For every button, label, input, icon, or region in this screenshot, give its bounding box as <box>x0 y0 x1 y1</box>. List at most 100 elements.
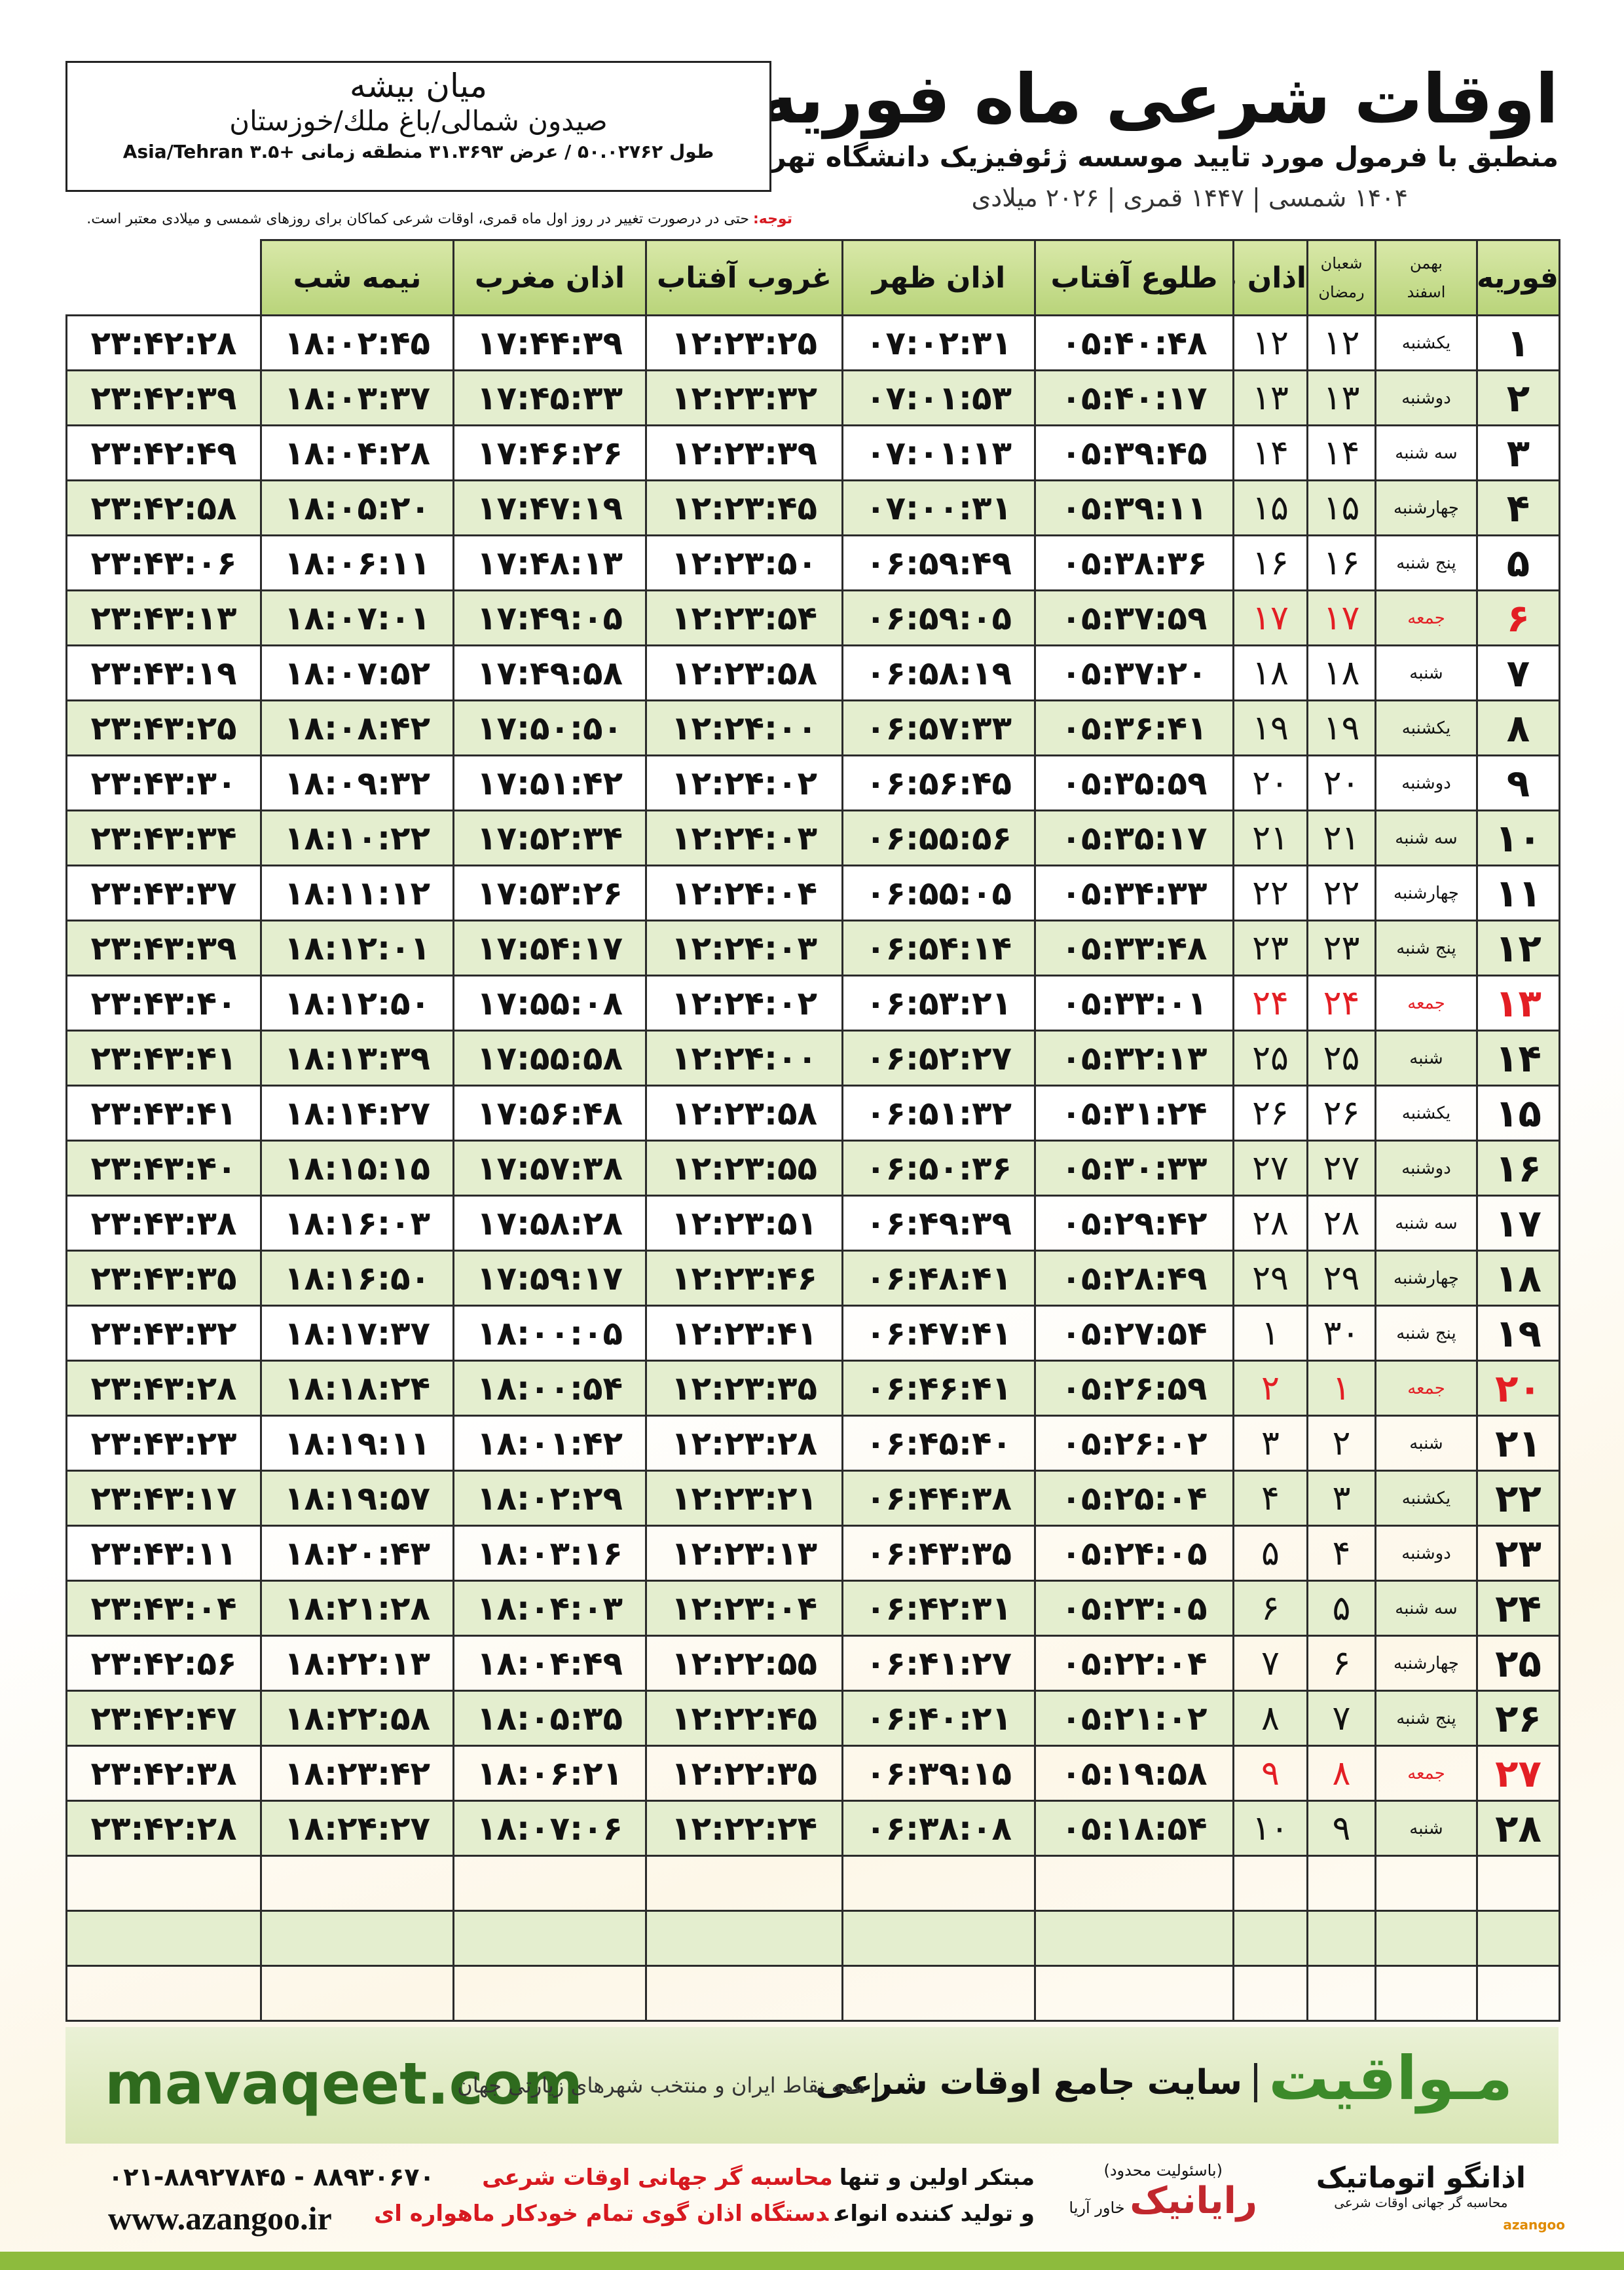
site-url: mavaqeet.com <box>105 2050 583 2117</box>
time-cell: ۰۶:۴۴:۳۸ <box>841 1470 1036 1527</box>
empty-cell <box>1306 1965 1376 2022</box>
time-cell: ۱۲:۲۴:۰۳ <box>645 809 843 866</box>
time-cell: ۰۶:۵۱:۳۲ <box>841 1085 1036 1142</box>
time-cell: ۰۶:۵۹:۰۵ <box>841 589 1036 646</box>
empty-cell <box>1306 1910 1376 1967</box>
qamari-cell: ۱۶ <box>1232 534 1308 591</box>
qamari-cell: ۲۲ <box>1232 865 1308 921</box>
time-cell: ۲۳:۴۲:۴۹ <box>65 424 262 481</box>
time-cell: ۰۶:۴۲:۳۱ <box>841 1580 1036 1637</box>
weekday-cell: جمعه <box>1375 1360 1478 1417</box>
shamsi-cell: ۲۱ <box>1306 809 1376 866</box>
table-row: ۱۶ دوشنبه ۲۷ ۲۷ ۰۵:۳۰:۳۳ ۰۶:۵۰:۳۶ ۱۲:۲۳:۵۵ ۱۷:۵… <box>65 1140 1560 1197</box>
time-cell: ۱۸:۰۷:۵۲ <box>260 644 454 701</box>
time-cell: ۱۷:۴۶:۲۶ <box>452 424 647 481</box>
weekday-cell: شنبه <box>1375 1800 1478 1857</box>
time-cell: ۰۶:۵۴:۱۴ <box>841 920 1036 977</box>
day-cell: ۸ <box>1476 699 1560 756</box>
qamari-cell: ۱۵ <box>1232 479 1308 536</box>
table-row: ۴ چهارشنبه ۱۵ ۱۵ ۰۵:۳۹:۱۱ ۰۷:۰۰:۳۱ ۱۲:۲۳:۴۵ ۱۷:… <box>65 479 1560 536</box>
time-cell: ۰۶:۳۹:۱۵ <box>841 1745 1036 1802</box>
time-cell: ۱۸:۰۵:۳۵ <box>452 1690 647 1747</box>
weekday-cell: دوشنبه <box>1375 1140 1478 1197</box>
time-cell: ۱۲:۲۴:۰۲ <box>645 754 843 811</box>
time-cell: ۰۶:۴۷:۴۱ <box>841 1305 1036 1362</box>
shamsi-cell: ۶ <box>1306 1635 1376 1692</box>
time-cell: ۰۶:۵۷:۳۳ <box>841 699 1036 756</box>
time-cell: ۲۳:۴۳:۲۳ <box>65 1415 262 1472</box>
time-cell: ۰۵:۲۱:۰۲ <box>1034 1690 1234 1747</box>
time-cell: ۱۲:۲۳:۵۸ <box>645 644 843 701</box>
time-cell: ۱۲:۲۳:۵۸ <box>645 1085 843 1142</box>
table-row: ۱۰ سه شنبه ۲۱ ۲۱ ۰۵:۳۵:۱۷ ۰۶:۵۵:۵۶ ۱۲:۲۴:۰۳ ۱۷:… <box>65 809 1560 866</box>
day-cell: ۲۵ <box>1476 1635 1560 1692</box>
time-cell: ۱۲:۲۴:۰۰ <box>645 699 843 756</box>
qamari-cell: ۱۴ <box>1232 424 1308 481</box>
time-cell: ۱۲:۲۲:۵۵ <box>645 1635 843 1692</box>
empty-cell <box>1034 1910 1234 1967</box>
time-cell: ۰۶:۵۹:۴۹ <box>841 534 1036 591</box>
shamsi-cell: ۲۳ <box>1306 920 1376 977</box>
header-cell: شعبان رمضان <box>1306 239 1376 316</box>
empty-cell <box>1375 1965 1478 2022</box>
time-cell: ۰۷:۰۰:۳۱ <box>841 479 1036 536</box>
promo-line: مبتکر اولین و تنهامحاسبه گر جهانی اوقات … <box>482 2165 1035 2191</box>
time-cell: ۱۷:۵۱:۴۲ <box>452 754 647 811</box>
time-cell: ۰۵:۲۴:۰۵ <box>1034 1525 1234 1582</box>
empty-cell <box>1375 1910 1478 1967</box>
weekday-cell: یکشنبه <box>1375 1470 1478 1527</box>
day-cell: ۱۹ <box>1476 1305 1560 1362</box>
time-cell: ۱۸:۰۱:۴۲ <box>452 1415 647 1472</box>
table-row: ۱۷ سه شنبه ۲۸ ۲۸ ۰۵:۲۹:۴۲ ۰۶:۴۹:۳۹ ۱۲:۲۳:۵۱ ۱۷:… <box>65 1195 1560 1252</box>
shamsi-cell: ۳۰ <box>1306 1305 1376 1362</box>
time-cell: ۲۳:۴۳:۳۵ <box>65 1250 262 1307</box>
time-cell: ۱۸:۲۱:۲۸ <box>260 1580 454 1637</box>
time-cell: ۰۵:۱۸:۵۴ <box>1034 1800 1234 1857</box>
time-cell: ۱۸:۰۰:۵۴ <box>452 1360 647 1417</box>
time-cell: ۱۸:۰۷:۰۶ <box>452 1800 647 1857</box>
dates: ۱۴۰۴ شمسی | ۱۴۴۷ قمری | ۲۰۲۶ میلادی <box>971 183 1408 212</box>
qamari-cell: ۲۵ <box>1232 1030 1308 1087</box>
time-cell: ۱۲:۲۳:۵۵ <box>645 1140 843 1197</box>
weekday-cell: جمعه <box>1375 589 1478 646</box>
time-cell: ۰۵:۲۲:۰۴ <box>1034 1635 1234 1692</box>
shamsi-cell: ۳ <box>1306 1470 1376 1527</box>
time-cell: ۰۶:۴۹:۳۹ <box>841 1195 1036 1252</box>
time-cell: ۱۷:۵۶:۴۸ <box>452 1085 647 1142</box>
promo-text: و تولید کننده انواع <box>835 2201 1035 2227</box>
time-cell: ۲۳:۴۳:۴۱ <box>65 1030 262 1087</box>
empty-cell <box>1034 1965 1234 2022</box>
table-row: ۲۳ دوشنبه ۴ ۵ ۰۵:۲۴:۰۵ ۰۶:۴۳:۳۵ ۱۲:۲۳:۱۳ ۱۸:۰۳:… <box>65 1525 1560 1582</box>
time-cell: ۱۲:۲۳:۲۱ <box>645 1470 843 1527</box>
shamsi-cell: ۵ <box>1306 1580 1376 1637</box>
time-cell: ۱۸:۱۶:۰۳ <box>260 1195 454 1252</box>
time-cell: ۱۸:۱۹:۱۱ <box>260 1415 454 1472</box>
shamsi-cell: ۱۲ <box>1306 314 1376 371</box>
empty-cell <box>1232 1855 1308 1912</box>
table-row: ۹ دوشنبه ۲۰ ۲۰ ۰۵:۳۵:۵۹ ۰۶:۵۶:۴۵ ۱۲:۲۴:۰۲ ۱۷:۵۱… <box>65 754 1560 811</box>
time-cell: ۰۵:۳۵:۵۹ <box>1034 754 1234 811</box>
shamsi-cell: ۲۹ <box>1306 1250 1376 1307</box>
time-cell: ۰۶:۵۸:۱۹ <box>841 644 1036 701</box>
note: توجه:حتی در درصورت تغییر در روز اول ماه … <box>65 211 792 227</box>
time-cell: ۲۳:۴۳:۲۵ <box>65 699 262 756</box>
time-cell: ۱۸:۱۲:۵۰ <box>260 975 454 1032</box>
day-cell: ۳ <box>1476 424 1560 481</box>
time-cell: ۰۶:۵۵:۵۶ <box>841 809 1036 866</box>
time-cell: ۰۵:۲۷:۵۴ <box>1034 1305 1234 1362</box>
table-row: ۲۵ چهارشنبه ۶ ۷ ۰۵:۲۲:۰۴ ۰۶:۴۱:۲۷ ۱۲:۲۲:۵۵ ۱۸:۰… <box>65 1635 1560 1692</box>
time-cell: ۰۷:۰۱:۵۳ <box>841 369 1036 426</box>
time-cell: ۱۲:۲۳:۲۸ <box>645 1415 843 1472</box>
qamari-cell: ۲۸ <box>1232 1195 1308 1252</box>
qamari-cell: ۲۱ <box>1232 809 1308 866</box>
logo-azangoo: اذانگو اتوماتیک محاسبه گر جهانی اوقات شر… <box>1316 2161 1526 2210</box>
time-cell: ۱۷:۴۹:۵۸ <box>452 644 647 701</box>
empty-cell <box>260 1910 454 1967</box>
empty-cell <box>1476 1855 1560 1912</box>
time-cell: ۰۵:۱۹:۵۸ <box>1034 1745 1234 1802</box>
shamsi-cell: ۲ <box>1306 1415 1376 1472</box>
time-cell: ۱۲:۲۳:۳۲ <box>645 369 843 426</box>
time-cell: ۰۶:۵۰:۳۶ <box>841 1140 1036 1197</box>
weekday-cell: شنبه <box>1375 1415 1478 1472</box>
